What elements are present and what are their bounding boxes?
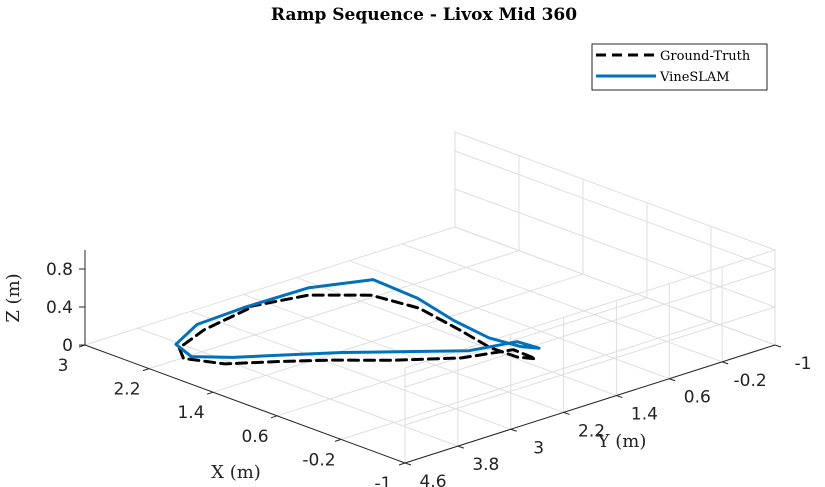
y-tick-mark — [457, 445, 465, 449]
legend-box — [591, 43, 768, 91]
axis-labels: Ramp Sequence - Livox Mid 360 X (m) Y (m… — [3, 5, 646, 483]
grid-line-floor-x — [148, 250, 520, 370]
y-tick-mark — [510, 428, 517, 432]
y-tick-label: 3 — [533, 438, 544, 458]
y-tick-mark — [774, 344, 782, 348]
x-tick-label: 3 — [58, 356, 69, 376]
x-tick-mark — [142, 368, 150, 372]
grid-line-floor-y — [137, 327, 459, 447]
y-tick-mark — [721, 361, 729, 365]
x-axis-label: X (m) — [211, 462, 261, 483]
chart-title: Ramp Sequence - Livox Mid 360 — [271, 5, 577, 25]
x-tick-mark — [270, 415, 278, 419]
y-tick-mark — [404, 462, 412, 466]
y-tick-mark — [563, 411, 570, 415]
x-tick-mark — [206, 391, 214, 395]
z-axis-label: Z (m) — [3, 273, 24, 322]
grid-line-floor-y — [190, 310, 511, 430]
grid-line-floor-x — [340, 320, 712, 440]
y-tick-label: -1 — [795, 354, 812, 374]
y-axis-line — [404, 344, 776, 464]
grid-line-floor-x — [212, 273, 584, 393]
x-tick-mark — [398, 462, 406, 466]
y-axis-label: Y (m) — [597, 431, 647, 452]
x-tick-label: -0.2 — [302, 450, 335, 470]
data-series — [174, 278, 541, 366]
z-tick-label: 0 — [62, 336, 73, 356]
series-line-ground-truth — [177, 293, 538, 366]
x-tick-mark — [334, 438, 342, 442]
legend-label-vineslam: VineSLAM — [659, 70, 730, 85]
y-tick-label: 4.6 — [419, 472, 446, 487]
axes: 3 2.2 1.4 0.6 -0.2 -1 -1 -0.2 0.6 1.4 2.2 3 3.8 4.6 0 0… — [46, 250, 812, 487]
x-tick-label: -1 — [375, 474, 392, 487]
y-tick-label: 0.6 — [684, 388, 711, 408]
grid-line-wall-z — [404, 131, 777, 369]
grid-line-wall-z — [404, 188, 777, 426]
x-tick-label: 1.4 — [177, 403, 204, 423]
legend-label-ground-truth: Ground-Truth — [660, 49, 751, 64]
x-tick-label: 2.2 — [113, 380, 140, 400]
y-tick-label: -0.2 — [734, 371, 767, 391]
y-tick-label: 2.2 — [578, 421, 605, 441]
x-tick-label: 0.6 — [241, 427, 268, 447]
y-tick-label: 3.8 — [472, 455, 499, 475]
grid-line-floor-y — [401, 243, 723, 363]
series-line-vineslam — [174, 278, 541, 359]
y-tick-label: 1.4 — [631, 405, 658, 425]
z-tick-label: 0.4 — [46, 298, 73, 318]
grid-line-floor-x — [84, 226, 456, 346]
z-tick-label: 0.8 — [46, 260, 73, 280]
x-axis-line — [84, 344, 406, 464]
y-tick-mark — [669, 378, 676, 382]
y-tick-mark — [616, 395, 623, 399]
legend: Ground-Truth VineSLAM — [591, 43, 768, 91]
